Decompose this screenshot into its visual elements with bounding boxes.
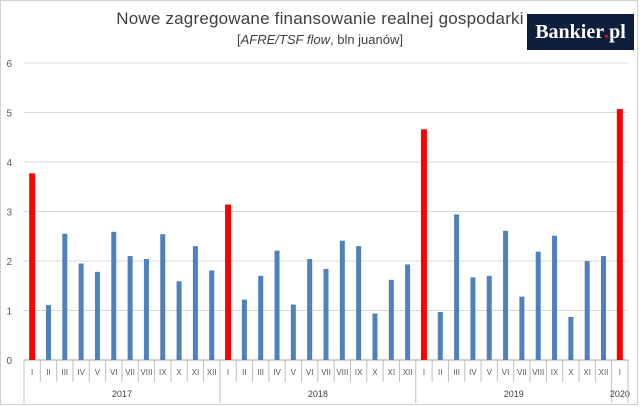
subtitle-suffix: , bln juanów] xyxy=(329,32,403,47)
x-tick-label: X xyxy=(176,368,182,377)
year-label: 2018 xyxy=(308,389,328,399)
bar xyxy=(616,109,623,360)
bar xyxy=(29,173,36,360)
bar xyxy=(339,240,345,360)
y-tick-label: 0 xyxy=(6,356,12,367)
x-tick-label: VI xyxy=(502,368,510,377)
x-tick-label: XII xyxy=(599,368,609,377)
y-tick-label: 2 xyxy=(6,257,12,268)
y-tick-label: 1 xyxy=(6,307,12,318)
y-tick-label: 3 xyxy=(6,208,12,219)
year-label: 2017 xyxy=(112,389,132,399)
x-tick-label: VII xyxy=(517,368,527,377)
x-tick-label: III xyxy=(61,368,68,377)
bar xyxy=(127,256,133,360)
y-tick-label: 5 xyxy=(6,109,12,120)
bar xyxy=(290,304,296,360)
x-tick-label: IX xyxy=(551,368,559,377)
x-tick-label: IV xyxy=(273,368,281,377)
x-tick-label: XII xyxy=(403,368,413,377)
bar xyxy=(209,270,215,360)
bar xyxy=(192,246,198,360)
bar xyxy=(274,250,280,360)
bar xyxy=(535,251,541,360)
x-tick-label: IV xyxy=(469,368,477,377)
x-tick-label: II xyxy=(438,368,442,377)
bar xyxy=(78,263,84,360)
bar xyxy=(420,129,427,360)
x-tick-label: XI xyxy=(583,368,591,377)
bar xyxy=(143,259,149,360)
x-tick-label: I xyxy=(423,368,425,377)
bar xyxy=(503,230,509,360)
bar xyxy=(454,214,460,360)
x-tick-label: I xyxy=(619,368,621,377)
bar xyxy=(372,313,378,360)
x-tick-label: VIII xyxy=(336,368,348,377)
x-tick-label: III xyxy=(257,368,264,377)
bar xyxy=(225,204,232,360)
x-tick-label: IV xyxy=(77,368,85,377)
bar xyxy=(552,235,558,360)
bar xyxy=(258,275,264,360)
bar xyxy=(62,233,68,360)
bar xyxy=(568,316,574,360)
x-tick-label: II xyxy=(46,368,50,377)
x-tick-label: XII xyxy=(207,368,217,377)
x-tick-label: V xyxy=(291,368,297,377)
bar xyxy=(176,281,182,360)
x-tick-label: II xyxy=(242,368,246,377)
bar xyxy=(388,279,394,360)
bar xyxy=(241,299,247,360)
y-tick-label: 4 xyxy=(6,158,12,169)
x-tick-label: XI xyxy=(192,368,200,377)
x-tick-label: VI xyxy=(110,368,118,377)
x-tick-label: VIII xyxy=(140,368,152,377)
x-tick-label: IX xyxy=(159,368,167,377)
bar xyxy=(405,264,411,360)
x-tick-label: XI xyxy=(388,368,396,377)
logo-dot: . xyxy=(604,20,610,43)
logo-tail: pl xyxy=(609,20,626,43)
bar xyxy=(519,296,525,360)
x-tick-label: V xyxy=(487,368,493,377)
bar xyxy=(45,305,51,360)
x-tick-label: I xyxy=(227,368,229,377)
x-tick-label: X xyxy=(372,368,378,377)
chart-title: Nowe zagregowane finansowanie realnej go… xyxy=(116,9,524,28)
bar xyxy=(356,246,362,360)
year-label: 2020 xyxy=(610,389,630,399)
subtitle-italic: AFRE/TSF flow xyxy=(240,32,330,47)
logo-main: Bankier xyxy=(535,20,605,43)
bar xyxy=(437,311,443,360)
chart-subtitle: [AFRE/TSF flow, bln juanów] xyxy=(40,32,600,47)
bankier-logo: Bankier. pl xyxy=(527,14,634,50)
bar xyxy=(584,261,590,360)
x-tick-label: VI xyxy=(306,368,314,377)
year-label: 2019 xyxy=(504,389,524,399)
x-tick-label: I xyxy=(31,368,33,377)
x-tick-label: IX xyxy=(355,368,363,377)
subtitle-prefix: [ xyxy=(237,32,241,47)
bar xyxy=(486,275,492,360)
y-tick-label: 6 xyxy=(6,59,12,70)
bar xyxy=(94,271,100,360)
bar xyxy=(470,277,476,360)
bar xyxy=(323,268,329,360)
x-tick-label: III xyxy=(453,368,460,377)
bar xyxy=(307,259,313,360)
x-tick-label: X xyxy=(568,368,574,377)
x-tick-label: VII xyxy=(125,368,135,377)
x-tick-label: VII xyxy=(321,368,331,377)
x-tick-label: V xyxy=(95,368,101,377)
bar xyxy=(111,231,117,360)
bar xyxy=(160,234,166,360)
bar xyxy=(601,256,607,360)
x-tick-label: VIII xyxy=(532,368,544,377)
